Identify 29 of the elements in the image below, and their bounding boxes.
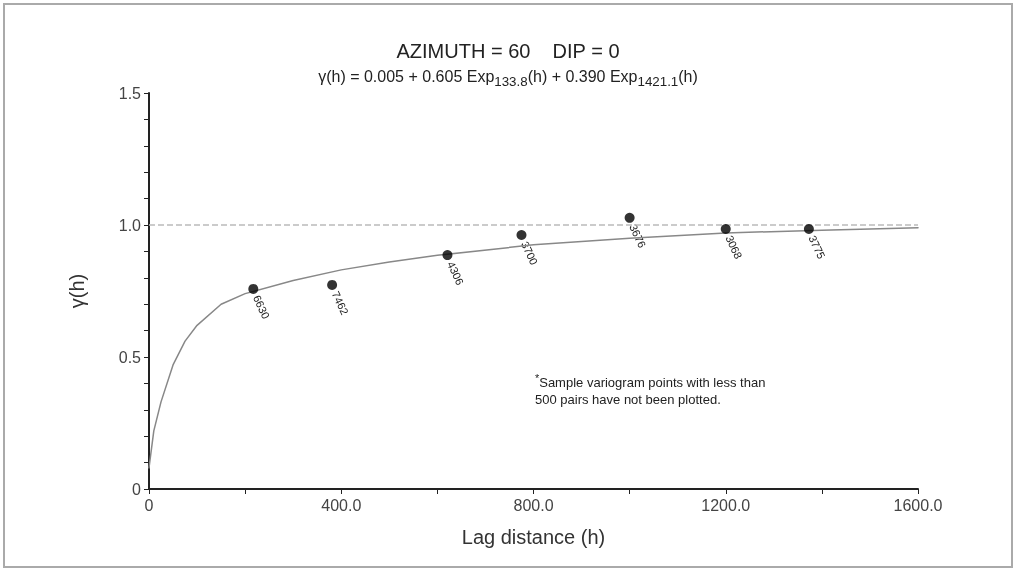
point <box>248 283 259 294</box>
y-tick-label: 0 <box>132 480 142 498</box>
line-series <box>148 226 919 469</box>
point <box>624 212 635 223</box>
annotation: 500 pairs have not been plotted. <box>535 392 721 408</box>
annotation: 4306 <box>445 259 467 287</box>
x-tick-label: 800.0 <box>513 496 554 514</box>
x-tick-label: 1200.0 <box>701 496 751 514</box>
annotation: 3775 <box>806 233 828 261</box>
annotation: 6630 <box>250 293 273 321</box>
point <box>516 230 527 241</box>
annotation: 3676 <box>627 222 649 250</box>
x-axis-title: Lag distance (h) <box>461 526 606 548</box>
point <box>442 250 453 261</box>
y-tick-label: 0.5 <box>118 348 142 366</box>
y-axis-title: γ(h) <box>66 273 88 309</box>
annotation: 7462 <box>329 289 351 317</box>
point <box>327 279 338 290</box>
y-tick-label: 1.5 <box>118 84 142 102</box>
annotation: 3068 <box>723 233 745 261</box>
chart-subtitle: γ(h) = 0.005 + 0.605 Exp$_{133.8}$(h) + 0.390 Exp$_{1421.1}$(h) <box>318 68 698 90</box>
chart-title: AZIMUTH = 60 DIP = 0 <box>395 40 621 63</box>
y-tick-label: 1.0 <box>118 216 142 234</box>
point <box>720 223 731 234</box>
annotation: $^{*}$Sample variogram points with less than <box>535 372 766 391</box>
x-tick-label: 0 <box>144 496 154 514</box>
point <box>803 223 814 234</box>
x-tick-label: 400.0 <box>321 496 362 514</box>
x-tick-label: 1600.0 <box>893 496 943 514</box>
